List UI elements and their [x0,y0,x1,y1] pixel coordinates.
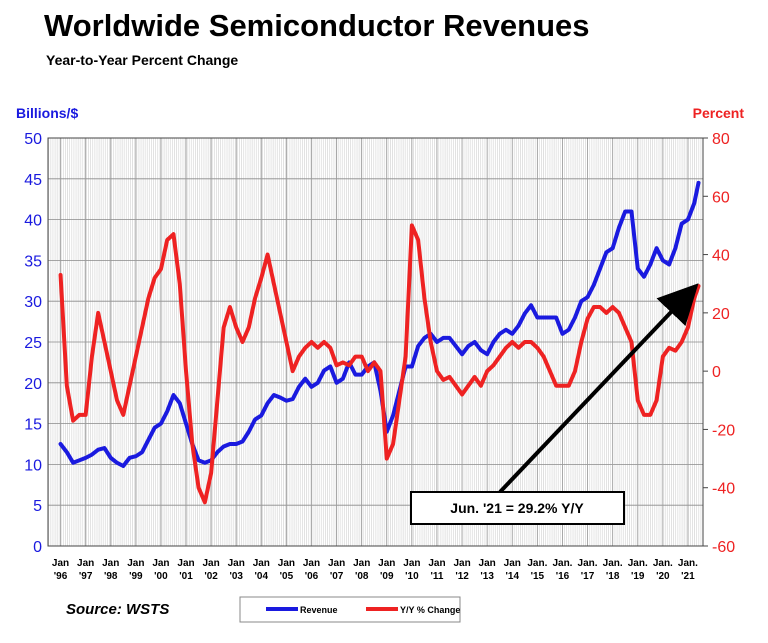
y-axis-label: Billions/$ [16,105,78,121]
chart-subtitle: Year-to-Year Percent Change [46,52,238,68]
lines [58,180,701,505]
legend-items: Revenue Y/Y % Change [266,605,460,615]
x-tick-label: Jan '02 [203,558,220,582]
chart-title: Worldwide Semiconductor Revenues [44,8,589,43]
y2-tick-label: 80 [712,131,730,148]
x-tick-label: Jan '09 [378,558,395,582]
x-tick-label: Jan '03 [228,558,245,582]
x-tick-label: Jan '11 [428,558,445,582]
annotation-arrow [498,283,699,494]
y-tick-label: 35 [24,253,42,270]
x-tick-label: Jan '96 [52,558,69,582]
series-line [58,223,701,505]
y2-tick-label: -40 [712,481,735,498]
source: Source: WSTS [66,601,169,618]
y-tick-label: 30 [24,294,42,311]
x-tick-label: Jan '01 [177,558,194,582]
x-tick-label: Jan '14 [504,558,521,582]
x-tick-label: Jan '00 [152,558,169,582]
x-tick-label: Jan. '15 [527,558,547,582]
plot-frame [47,137,704,547]
y2-tick-label: 60 [712,189,730,206]
y-tick-label: 25 [24,335,42,352]
y-tick-label: 5 [33,498,42,515]
x-tick-label: Jan '10 [403,558,420,582]
y-tick-label: 40 [24,213,42,230]
x-tick-label: Jan '97 [77,558,94,582]
annotation-box [410,491,625,525]
y2-tick-label: 0 [712,364,721,381]
y2-tick-label: -20 [712,422,735,439]
y-tick-label: 0 [33,539,42,556]
y-tick-label: 10 [24,457,42,474]
x-tick-label: Jan '13 [479,558,496,582]
x-tick-label: Jan. '21 [678,558,698,582]
x-tick-label: Jan. '17 [578,558,598,582]
y2-tick-label: -60 [712,539,735,556]
x-tick-label: Jan. '18 [603,558,623,582]
x-tick-label: Jan. '16 [552,558,572,582]
x-tick-label: Jan '07 [328,558,345,582]
y-tick-label: 45 [24,172,42,189]
x-tick-label: Jan '04 [253,558,270,582]
legend-label: Revenue [300,605,338,615]
x-tick-label: Jan '06 [303,558,320,582]
legend-label: Y/Y % Change [400,605,460,615]
annotation: Jun. '21 = 29.2% Y/Y [450,500,584,516]
y-tick-label: 20 [24,376,42,393]
y-tick-label: 50 [24,131,42,148]
x-tick-label: Jan '05 [278,558,295,582]
x-tick-label: Jan '98 [102,558,119,582]
y-tick-label: 15 [24,417,42,434]
x-tick-label: Jan. '20 [653,558,673,582]
x-tick-label: Jan '12 [453,558,470,582]
x-tick-label: Jan '08 [353,558,370,582]
y2-tick-label: 20 [712,306,730,323]
y2-tick-label: 40 [712,248,730,265]
y2-axis-label: Percent [693,105,745,121]
x-tick-label: Jan. '19 [628,558,648,582]
x-tick-label: Jan '99 [127,558,144,582]
